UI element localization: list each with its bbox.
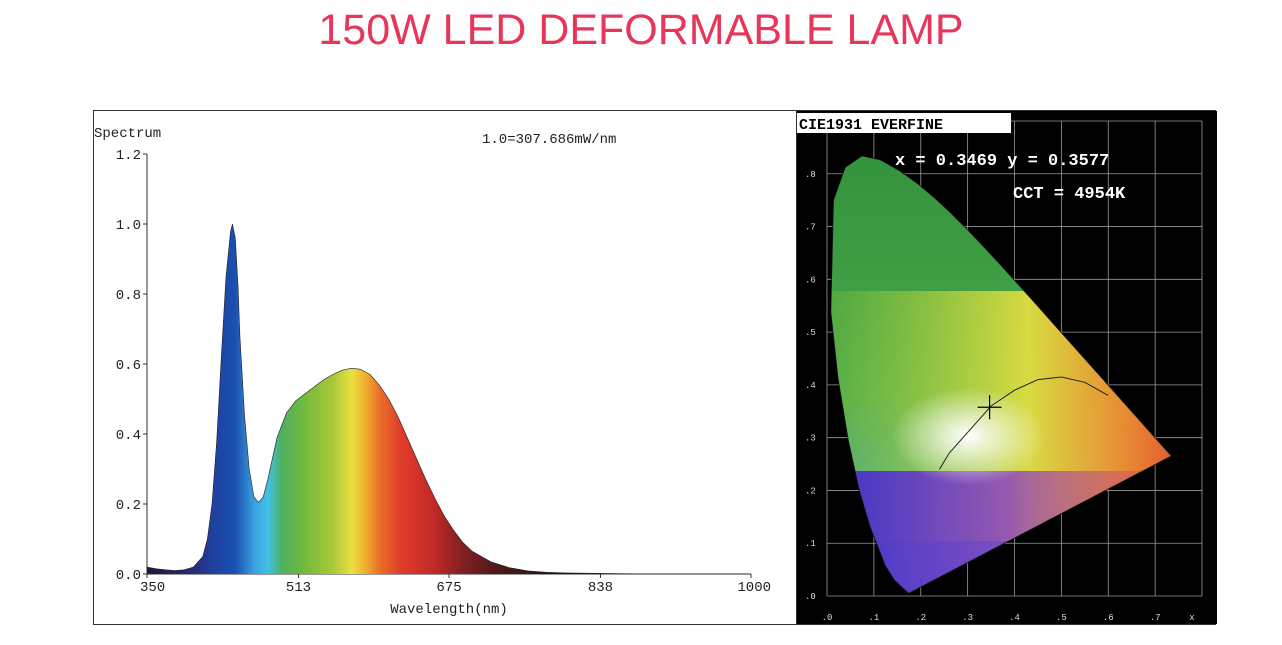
cie-y-tick-label: .7 xyxy=(805,223,816,233)
cie-x-tick-label: .0 xyxy=(822,613,833,623)
y-tick-label: 1.0 xyxy=(116,218,141,234)
chart-panel: Spectrum 1.0=307.686mW/nm 0.0 0.2 0.4 0.6 0.… xyxy=(93,110,1217,625)
cie-y-tick-label: .4 xyxy=(805,381,816,391)
cie-x-tick-label: .1 xyxy=(868,613,879,623)
cie-ticks: .0 .1 .2 .3 .4 .5 .6 .7 x .8 .7 .6 .5 .4 .3 .2 .1 .0 xyxy=(805,170,1195,623)
spectrum-title: Spectrum xyxy=(94,126,161,142)
page-title: 150W LED DEFORMABLE LAMP xyxy=(318,6,964,54)
cie-x-tick-label: .4 xyxy=(1009,613,1020,623)
cie-y-tick-label: .1 xyxy=(805,539,816,549)
spectrum-annotation: 1.0=307.686mW/nm xyxy=(482,132,616,148)
chromaticity-point-marker xyxy=(977,395,1002,420)
spectrum-chart: Spectrum 1.0=307.686mW/nm 0.00.20.40.60.… xyxy=(94,126,771,618)
cie-y-tick-label: .3 xyxy=(805,434,816,444)
spectral-locus xyxy=(830,155,1173,594)
cie-y-tick-label: .0 xyxy=(805,592,816,602)
spectrum-outline xyxy=(146,223,751,575)
cie-y-tick-label: .5 xyxy=(805,328,816,338)
cie-x-tick-label: .5 xyxy=(1056,613,1067,623)
planckian-locus xyxy=(939,376,1109,470)
y-tick-label: 0.0 xyxy=(116,568,141,584)
cie-gamut xyxy=(830,155,1172,594)
cie-title-box xyxy=(797,113,1011,133)
x-axis-label: Wavelength(nm) xyxy=(390,602,508,618)
y-tick-label: 0.8 xyxy=(116,288,141,304)
y-tick-label: 0.6 xyxy=(116,358,141,374)
cie-y-tick-label: .6 xyxy=(805,275,816,285)
spectrum-area xyxy=(147,224,751,574)
y-tick-label: 1.2 xyxy=(116,148,141,164)
y-tick-label: 0.2 xyxy=(116,498,141,514)
x-tick-label: 350 xyxy=(140,580,165,596)
y-tick-label: 0.4 xyxy=(116,428,141,444)
cie-xy-readout: x = 0.3469 y = 0.3577 xyxy=(895,152,1109,171)
cie-diagram: .0 .1 .2 .3 .4 .5 .6 .7 x .8 .7 .6 .5 .4 .3 .2 .1 .0 CIE1… xyxy=(796,111,1217,624)
cie-title: CIE1931 EVERFINE xyxy=(799,117,943,134)
spectrum-ticks: 0.0 0.2 0.4 0.6 0.8 1.0 1.2 350 513 675 838 1000 xyxy=(116,148,771,596)
cie-y-tick-label: .2 xyxy=(805,486,816,496)
cie-chart: .0 .1 .2 .3 .4 .5 .6 .7 x .8 .7 .6 .5 .4 .3 .2 .1 .0 CIE1… xyxy=(797,113,1203,623)
cie-x-tick-label: .2 xyxy=(915,613,926,623)
cie-x-tick-label: .6 xyxy=(1103,613,1114,623)
cie-y-tick-label: .8 xyxy=(805,170,816,180)
x-tick-label: 838 xyxy=(588,580,613,596)
x-tick-label: 1000 xyxy=(737,580,771,596)
x-tick-label: 675 xyxy=(436,580,461,596)
cie-x-tick-label: x xyxy=(1189,613,1194,623)
cie-cct-readout: CCT = 4954K xyxy=(1013,185,1126,204)
cie-x-tick-label: .7 xyxy=(1150,613,1161,623)
cie-x-tick-label: .3 xyxy=(962,613,973,623)
x-tick-label: 513 xyxy=(286,580,311,596)
